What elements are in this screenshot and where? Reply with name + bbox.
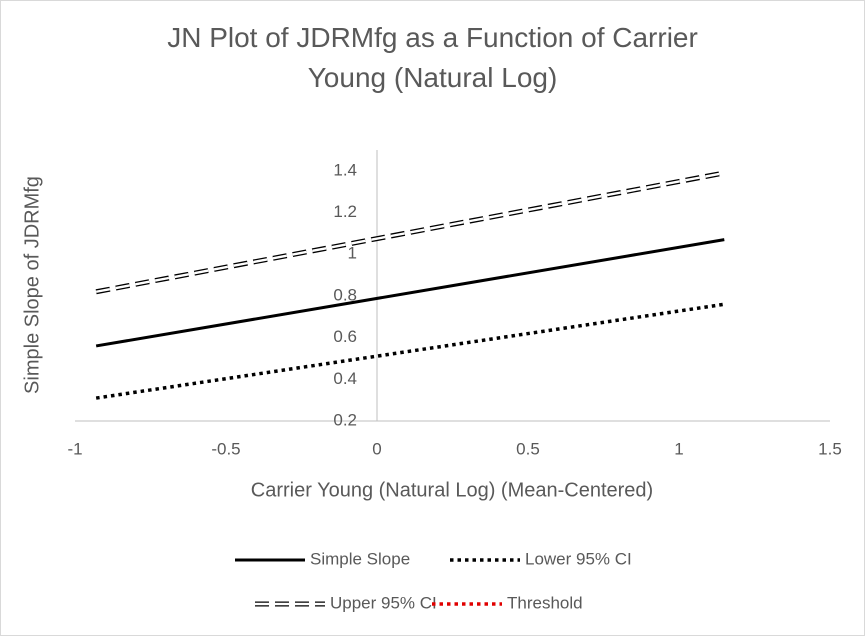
y-tick-label: 1.2 <box>333 202 357 221</box>
legend-label: Upper 95% CI <box>330 593 437 612</box>
series-line <box>95 238 725 348</box>
x-tick-label: -1 <box>67 439 82 458</box>
x-axis-label: Carrier Young (Natural Log) (Mean-Center… <box>251 479 653 501</box>
y-tick-label: 0.8 <box>333 285 357 304</box>
x-tick-label: 1.5 <box>818 439 842 458</box>
y-axis-label: Simple Slope of JDRMfg <box>21 176 43 394</box>
x-tick-label: 0.5 <box>516 439 540 458</box>
legend-label: Simple Slope <box>310 549 410 568</box>
legend-label: Threshold <box>507 593 583 612</box>
y-tick-label: 0.2 <box>333 410 357 429</box>
series-line-inner <box>95 171 725 293</box>
x-tick-label: -0.5 <box>211 439 240 458</box>
legend-label: Lower 95% CI <box>525 549 632 568</box>
y-tick-label: 1.4 <box>333 160 357 179</box>
x-tick-label: 1 <box>674 439 683 458</box>
x-tick-label: 0 <box>372 439 381 458</box>
chart-title: JN Plot of JDRMfg as a Function of Carri… <box>167 22 698 93</box>
series-line <box>95 302 725 400</box>
y-tick-label: 0.6 <box>333 327 357 346</box>
y-tick-label: 0.4 <box>333 369 357 388</box>
y-tick-label: 1 <box>348 244 357 263</box>
